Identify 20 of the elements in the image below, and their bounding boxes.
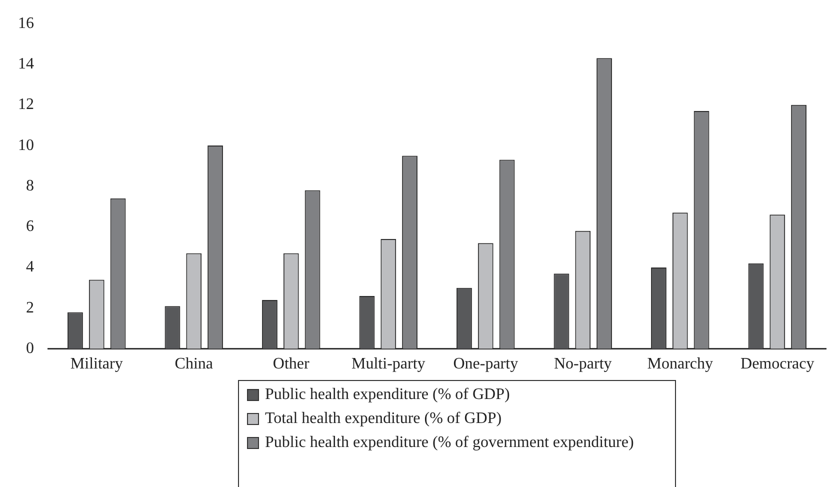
x-tick-label: Military [70,356,123,373]
y-tick-label: 14 [18,55,34,72]
x-tick-label: Multi-party [351,356,426,373]
y-tick-label: 10 [18,136,34,154]
legend-label: Public health expenditure (% of GDP) [265,386,510,404]
legend-label: Total health expenditure (% of GDP) [265,410,502,428]
y-tick-label: 12 [18,96,34,114]
x-tick-label: China [174,356,213,373]
y-tick-label: 6 [26,218,34,236]
x-tick-label: Other [272,356,310,373]
x-tick-label: No-party [554,356,612,373]
y-tick-label: 2 [26,299,34,316]
x-tick-label: Democracy [740,356,814,373]
legend-label: Public health expenditure (% of government expenditure) [265,434,634,452]
x-tick-label: One-party [453,356,518,373]
y-tick-label: 0 [26,340,34,358]
y-tick-label: 8 [26,177,34,194]
y-tick-label: 16 [18,14,34,32]
x-tick-label: Monarchy [647,356,714,373]
y-tick-label: 4 [26,258,34,276]
